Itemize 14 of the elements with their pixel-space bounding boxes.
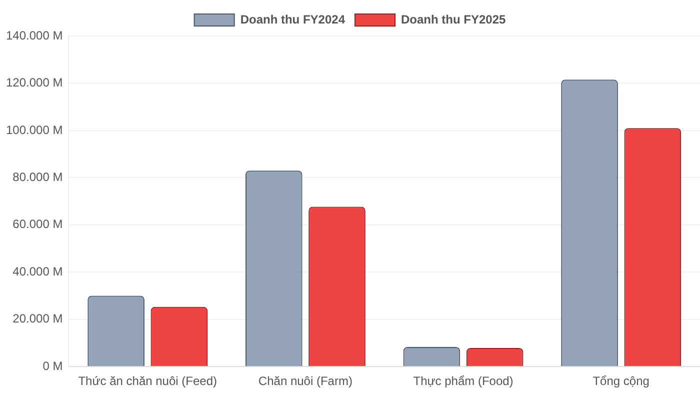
x-tick-label: Thức ăn chăn nuôi (Feed) — [78, 374, 218, 388]
x-tick-label: Thực phẩm (Food) — [413, 374, 514, 388]
y-tick-label: 60.000 M — [12, 217, 63, 232]
legend-label: Doanh thu FY2025 — [401, 12, 506, 26]
y-tick-label: 80.000 M — [12, 170, 63, 184]
x-tick-label: Tổng cộng — [592, 374, 650, 388]
legend-label: Doanh thu FY2024 — [240, 12, 346, 26]
y-tick-label: 20.000 M — [12, 312, 63, 326]
y-tick-label: 120.000 M — [6, 76, 63, 90]
x-tick-label: Chăn nuôi (Farm) — [258, 374, 352, 388]
y-tick-label: 40.000 M — [12, 264, 63, 278]
y-tick-label: 100.000 M — [6, 122, 63, 137]
y-tick-label: 140.000 M — [6, 28, 63, 42]
y-tick-label: 0 M — [42, 358, 63, 373]
